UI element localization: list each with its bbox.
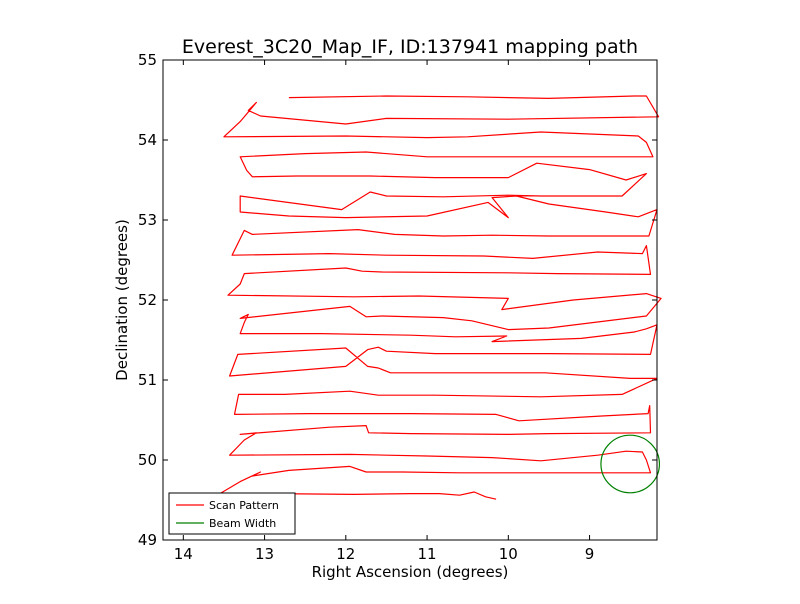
y-axis-label: Declination (degrees)	[113, 219, 131, 381]
x-tick-label: 10	[499, 545, 518, 563]
plot-data	[219, 95, 662, 500]
legend: Scan Pattern Beam Width	[168, 492, 296, 535]
series-scan-pattern	[219, 95, 662, 500]
x-tick-label: 12	[336, 545, 355, 563]
y-tick-label: 52	[138, 291, 157, 309]
x-tick-label: 13	[255, 545, 274, 563]
y-tick-label: 49	[138, 531, 157, 549]
x-axis-ticks: 14 13 12 11 10 9	[174, 60, 595, 563]
y-tick-label: 51	[138, 371, 157, 389]
legend-label-beam-width: Beam Width	[209, 517, 276, 530]
series-beam-width	[600, 434, 661, 494]
x-tick-label: 14	[174, 545, 193, 563]
y-tick-label: 50	[138, 451, 157, 469]
x-tick-label: 9	[585, 545, 595, 563]
x-axis-label: Right Ascension (degrees)	[312, 563, 509, 581]
legend-label-scan-pattern: Scan Pattern	[209, 499, 279, 512]
plot-frame	[162, 59, 658, 541]
chart-title: Everest_3C20_Map_IF, ID:137941 mapping p…	[182, 36, 638, 58]
y-axis-ticks: 49 50 51 52 53 54 55	[138, 51, 657, 549]
x-tick-label: 11	[418, 545, 437, 563]
y-tick-label: 54	[138, 131, 157, 149]
y-tick-label: 53	[138, 211, 157, 229]
y-tick-label: 55	[138, 51, 157, 69]
legend-frame	[168, 492, 296, 535]
